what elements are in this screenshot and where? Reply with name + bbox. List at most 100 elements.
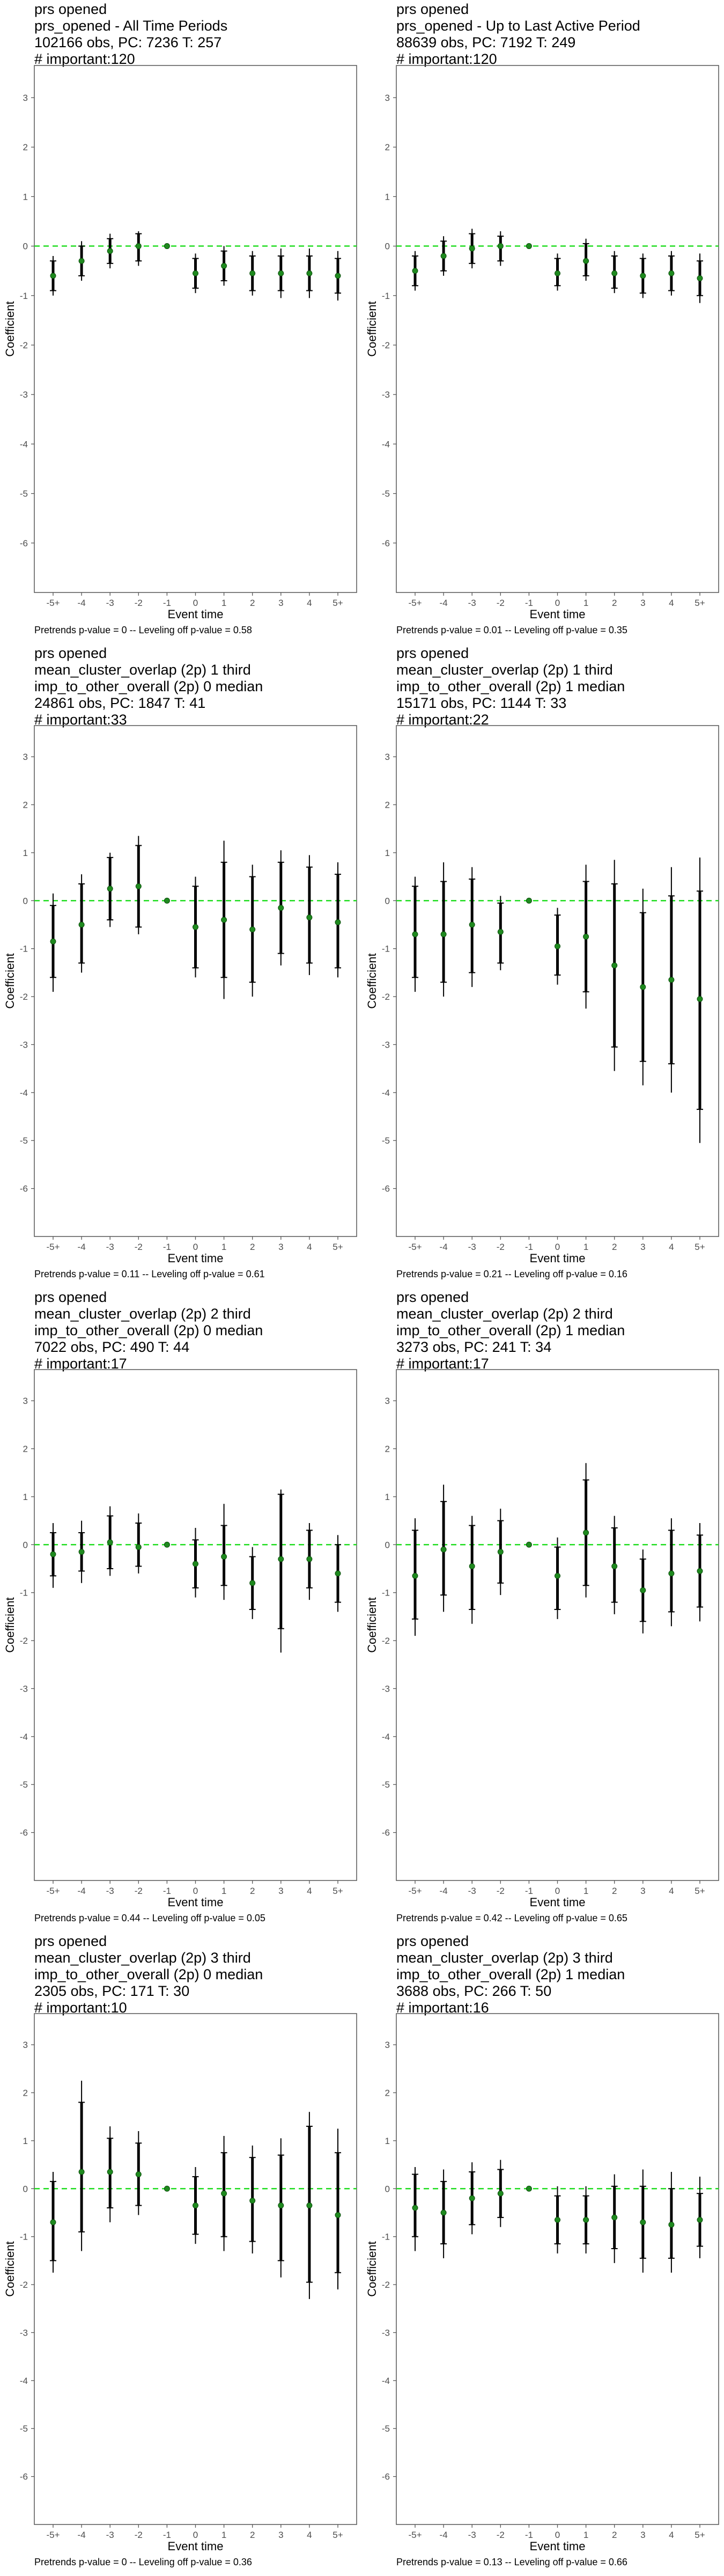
point-estimate [440,253,447,259]
x-tick-label: -2 [135,1242,143,1252]
point-estimate [107,248,113,254]
point-estimate [668,1570,675,1577]
point-estimate [249,1580,256,1586]
y-tick-label: -3 [382,1040,390,1050]
y-tick-label: -5 [382,1780,390,1790]
y-tick-label: -3 [382,390,390,400]
x-tick-label: 5+ [695,1886,705,1896]
point-estimate [164,897,170,904]
x-tick-label: 2 [250,1242,255,1252]
chart-title-line: # important:10 [34,2000,127,2016]
x-axis-label: Event time [530,608,586,621]
point-estimate [583,258,589,264]
point-estimate [306,914,313,921]
y-tick-label: -6 [382,538,390,548]
point-estimate [50,273,56,279]
point-estimate [526,897,532,904]
point-estimate [469,2195,475,2201]
y-tick-label: 0 [23,1540,28,1550]
point-estimate [555,1572,560,1579]
chart-title-line: 3688 obs, PC: 266 T: 50 [396,1983,552,1999]
x-axis-label: Event time [168,1252,224,1265]
point-estimate [107,1539,113,1546]
point-estimate [412,1572,418,1579]
x-tick-label: -3 [468,1886,476,1896]
chart-title-block: prs opened mean_cluster_overlap (2p) 1 th… [34,645,263,728]
x-tick-label: 3 [278,1886,283,1896]
y-axis-label: Coefficient [365,2241,379,2297]
y-tick-label: -6 [20,538,28,548]
x-tick-label: -2 [497,2530,505,2540]
chart-title-line: mean_cluster_overlap (2p) 3 third [34,1950,251,1966]
point-estimate [306,2202,313,2209]
point-estimate [412,931,418,938]
point-estimate [135,1544,142,1550]
y-tick-label: -3 [20,390,28,400]
x-tick-label: -2 [497,1242,505,1252]
chart-plot-area: -6 -5 -4 -3 -2 -1 0 1 2 3 -5+ -4 -3 -2 -1 0 1 2 3 4 5+ Event … [3,2013,357,2553]
point-estimate [164,243,170,250]
point-estimate [164,1541,170,1548]
chart-title-line: mean_cluster_overlap (2p) 1 third [396,662,613,678]
point-estimate [583,933,589,940]
plot-frame [396,65,719,593]
point-estimate [668,977,675,983]
point-estimate [306,1556,313,1562]
point-estimate [335,2212,341,2218]
chart-title-line: imp_to_other_overall (2p) 0 median [34,1966,263,1982]
x-tick-label: -1 [163,2530,171,2540]
chart-title-line: 88639 obs, PC: 7192 T: 249 [396,34,576,50]
y-tick-label: -2 [382,340,390,350]
plot-frame [396,2013,719,2525]
x-tick-label: 3 [640,1886,645,1896]
chart-title-line: 24861 obs, PC: 1847 T: 41 [34,695,206,711]
chart-title-block: prs opened prs_opened - Up to Last Active… [396,1,640,68]
y-tick-label: -1 [20,1588,28,1598]
chart-plot-area: -6 -5 -4 -3 -2 -1 0 1 2 3 -5+ -4 -3 -2 -1 0 1 2 3 4 5+ Event … [365,725,719,1265]
y-tick-label: -6 [382,1184,390,1194]
chart-title-block: prs opened mean_cluster_overlap (2p) 1 th… [396,645,625,728]
chart-footer-pvalues: Pretrends p-value = 0 -- Leveling off p-… [34,2557,252,2567]
x-axis-label: Event time [530,2540,586,2553]
chart-panel: prs opened mean_cluster_overlap (2p) 3 th… [0,1932,362,2576]
point-estimate [668,270,675,276]
x-tick-label: 1 [583,1886,588,1896]
x-tick-label: -2 [135,598,143,608]
point-estimate [221,1554,227,1560]
x-tick-label: -5+ [46,2530,60,2540]
y-tick-label: -1 [20,291,28,301]
point-estimate [335,1570,341,1577]
y-axis-label: Coefficient [365,1597,379,1653]
point-estimate [193,270,198,276]
x-tick-label: 0 [555,2530,560,2540]
point-estimate [526,1541,532,1548]
x-tick-label: 2 [250,2530,255,2540]
x-tick-label: 1 [221,598,226,608]
chart-panel: prs opened mean_cluster_overlap (2p) 2 th… [362,1288,724,1932]
chart-footer-pvalues: Pretrends p-value = 0.13 -- Leveling off… [396,2557,627,2567]
y-tick-label: 1 [23,2136,28,2146]
chart-footer-pvalues: Pretrends p-value = 0.21 -- Leveling off… [396,1269,627,1279]
point-estimate [221,917,227,923]
chart-title-line: 15171 obs, PC: 1144 T: 33 [396,695,567,711]
chart-title-line: # important:17 [34,1356,127,1372]
y-tick-label: 0 [385,1540,390,1550]
y-tick-label: 2 [385,142,390,152]
chart-title-line: # important:16 [396,2000,489,2016]
x-tick-label: 4 [307,2530,312,2540]
y-tick-label: -5 [20,1780,28,1790]
point-estimate [555,270,560,276]
x-tick-label: 3 [640,2530,645,2540]
chart-title-line: prs_opened - All Time Periods [34,18,228,34]
x-tick-label: -5+ [408,2530,422,2540]
y-tick-label: -2 [20,1636,28,1646]
x-tick-label: 5+ [333,1242,343,1252]
x-tick-label: -3 [468,1242,476,1252]
y-tick-label: -4 [382,439,390,449]
chart-title-line: mean_cluster_overlap (2p) 3 third [396,1950,613,1966]
y-tick-label: -1 [382,1588,390,1598]
y-tick-label: -3 [20,1040,28,1050]
y-tick-label: -3 [382,2328,390,2338]
y-tick-label: 3 [385,1396,390,1406]
y-tick-label: 3 [385,2040,390,2050]
